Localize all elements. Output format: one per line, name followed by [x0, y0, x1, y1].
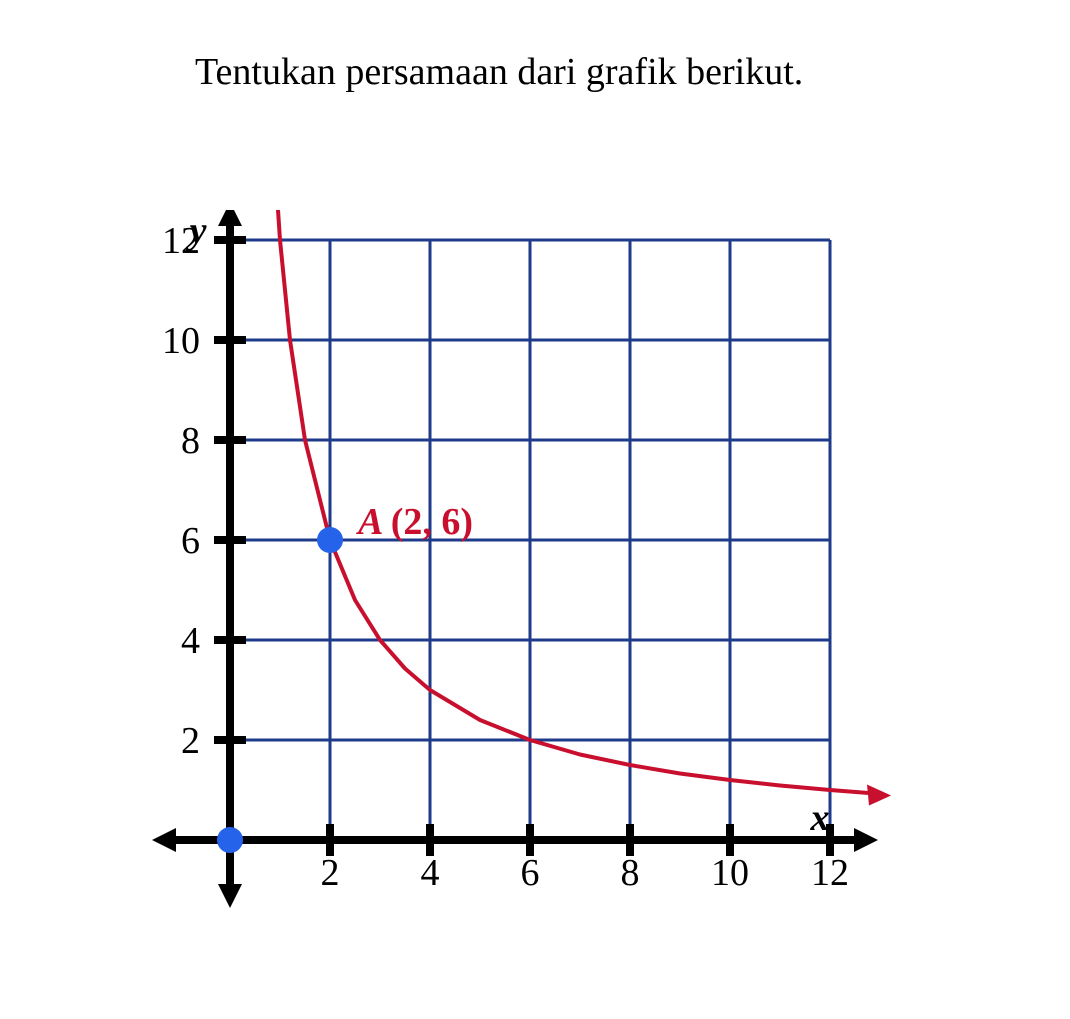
- tick-labels: 2468101224681012: [162, 220, 849, 894]
- point-label: A (2, 6): [356, 501, 473, 543]
- svg-text:4: 4: [181, 620, 200, 662]
- data-points: [217, 527, 343, 853]
- svg-text:6: 6: [521, 852, 540, 894]
- tick-marks: [214, 240, 830, 856]
- axes: [152, 210, 878, 908]
- svg-text:8: 8: [181, 420, 200, 462]
- axis-labels: yx: [186, 210, 830, 839]
- svg-text:10: 10: [711, 852, 749, 894]
- svg-text:10: 10: [162, 320, 200, 362]
- svg-text:y: y: [186, 210, 207, 252]
- svg-text:6: 6: [181, 520, 200, 562]
- svg-text:2: 2: [321, 852, 340, 894]
- svg-text:12: 12: [811, 852, 849, 894]
- svg-text:x: x: [810, 797, 830, 839]
- function-chart: 2468101224681012 yx A (2, 6): [130, 210, 950, 930]
- function-curve: [258, 210, 891, 806]
- svg-text:8: 8: [621, 852, 640, 894]
- svg-text:A (2, 6): A (2, 6): [356, 501, 473, 543]
- page-title: Tentukan persamaan dari grafik berikut.: [195, 50, 803, 94]
- svg-text:2: 2: [181, 720, 200, 762]
- chart-container: 2468101224681012 yx A (2, 6): [130, 210, 950, 930]
- svg-text:4: 4: [421, 852, 440, 894]
